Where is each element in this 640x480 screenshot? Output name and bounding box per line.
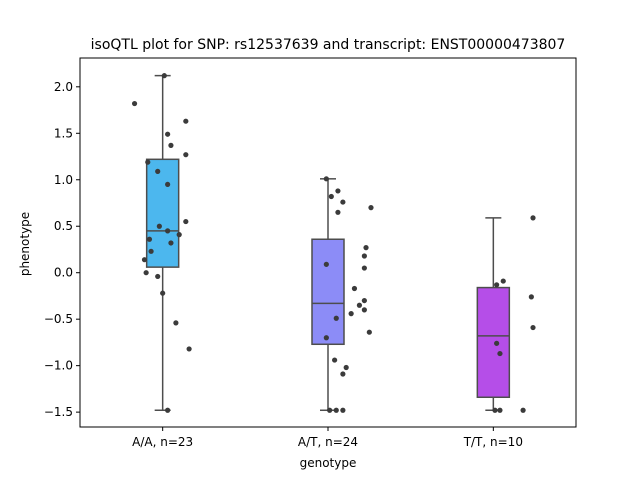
data-point: [176, 231, 182, 238]
data-point: [530, 324, 536, 331]
data-point: [165, 181, 171, 188]
box-iqr: [311, 238, 345, 346]
data-point: [363, 245, 369, 251]
data-point: [361, 297, 367, 304]
data-point: [173, 320, 179, 326]
data-point: [340, 407, 346, 413]
data-point: [327, 407, 333, 413]
data-point: [165, 228, 171, 234]
data-point: [165, 407, 171, 413]
data-point: [160, 290, 166, 296]
data-point: [161, 73, 167, 79]
data-point: [497, 407, 503, 413]
data-point: [155, 273, 161, 280]
data-point: [332, 357, 338, 363]
data-point: [183, 118, 189, 124]
data-point: [168, 142, 174, 148]
y-tick-label: 1.5: [54, 126, 73, 140]
y-tick-label: −1.0: [44, 359, 73, 373]
data-point: [366, 329, 372, 335]
data-point: [530, 215, 536, 221]
x-tick-label: T/T, n=10: [463, 435, 523, 449]
data-point: [497, 350, 503, 357]
data-point: [356, 302, 363, 308]
data-point: [335, 209, 341, 215]
data-point: [528, 294, 534, 300]
y-tick-label: 0.5: [54, 219, 73, 233]
y-tick-label: −0.5: [44, 312, 73, 326]
data-point: [168, 240, 174, 246]
x-tick-label: A/A, n=23: [132, 435, 193, 449]
data-point: [333, 407, 339, 413]
data-point: [361, 265, 367, 271]
data-point: [351, 285, 358, 292]
data-point: [361, 253, 367, 259]
data-point: [165, 131, 171, 137]
y-tick-label: 1.0: [54, 173, 73, 187]
data-point: [141, 257, 148, 263]
data-point: [494, 340, 500, 346]
data-point: [368, 205, 374, 211]
data-point: [361, 307, 367, 313]
y-axis-label: phenotype: [18, 212, 32, 276]
data-point: [323, 176, 329, 182]
data-point: [492, 407, 498, 413]
data-point: [186, 346, 192, 352]
data-point: [183, 152, 189, 158]
data-point: [146, 236, 153, 242]
data-point: [155, 168, 161, 174]
x-axis-label: genotype: [300, 456, 357, 470]
data-point: [340, 199, 346, 205]
data-point: [143, 270, 149, 276]
data-point: [335, 188, 341, 194]
data-point: [323, 261, 329, 267]
box-iqr: [476, 286, 511, 399]
data-point: [145, 159, 151, 165]
data-point: [131, 100, 138, 107]
data-point: [343, 364, 349, 371]
y-tick-label: 0.0: [54, 266, 73, 280]
y-tick-label: −1.5: [44, 405, 73, 419]
data-point: [156, 223, 162, 229]
data-point: [494, 282, 500, 288]
data-point: [520, 407, 526, 413]
data-point: [183, 218, 189, 225]
data-point: [348, 311, 354, 317]
box-iqr: [145, 158, 180, 268]
y-tick-label: 2.0: [54, 80, 73, 94]
plot-area: −1.5 −1.0 −0.5 0.0 0.5 1.0 1.5 2.0 A/A, n=23 A/T,…: [44, 57, 577, 449]
data-point: [328, 193, 334, 200]
data-point: [148, 248, 154, 254]
chart-title: isoQTL plot for SNP: rs12537639 and tran…: [91, 37, 566, 53]
data-point: [500, 278, 506, 284]
data-point: [333, 315, 339, 321]
x-tick-label: A/T, n=24: [298, 435, 358, 449]
data-point: [323, 335, 329, 341]
data-point: [340, 371, 346, 377]
